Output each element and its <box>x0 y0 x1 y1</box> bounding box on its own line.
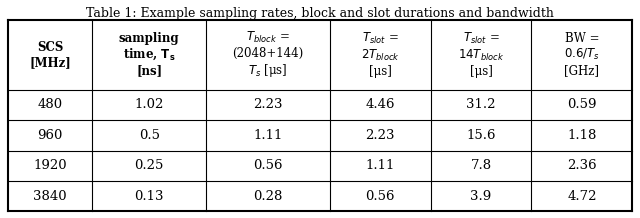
Text: 2.36: 2.36 <box>567 159 596 172</box>
Text: 1920: 1920 <box>33 159 67 172</box>
Text: 1.02: 1.02 <box>134 98 164 111</box>
Text: 0.13: 0.13 <box>134 190 164 203</box>
Text: 2.23: 2.23 <box>253 98 283 111</box>
Text: 0.28: 0.28 <box>253 190 283 203</box>
Text: 2.23: 2.23 <box>365 129 395 142</box>
Text: $T_{slot}$ =
$2T_{block}$
[μs]: $T_{slot}$ = $2T_{block}$ [μs] <box>361 31 399 78</box>
Text: 15.6: 15.6 <box>467 129 496 142</box>
Text: 0.25: 0.25 <box>134 159 164 172</box>
Text: $T_{block}$ =
(2048+144)
$T_s$ [μs]: $T_{block}$ = (2048+144) $T_s$ [μs] <box>232 30 303 79</box>
Text: 4.46: 4.46 <box>365 98 395 111</box>
Text: BW =
$0.6/T_s$
[GHz]: BW = $0.6/T_s$ [GHz] <box>564 32 600 77</box>
Text: 1.11: 1.11 <box>365 159 395 172</box>
Text: 1.11: 1.11 <box>253 129 283 142</box>
Text: sampling
time, $\mathbf{T_s}$
[ns]: sampling time, $\mathbf{T_s}$ [ns] <box>119 32 179 77</box>
Text: 4.72: 4.72 <box>567 190 596 203</box>
Text: 3840: 3840 <box>33 190 67 203</box>
Text: 1.18: 1.18 <box>567 129 596 142</box>
Text: 0.59: 0.59 <box>567 98 596 111</box>
Text: SCS
[MHz]: SCS [MHz] <box>29 41 71 69</box>
Text: 0.56: 0.56 <box>253 159 283 172</box>
Text: 960: 960 <box>37 129 63 142</box>
Text: 0.5: 0.5 <box>139 129 160 142</box>
Text: 0.56: 0.56 <box>365 190 395 203</box>
Text: 7.8: 7.8 <box>470 159 492 172</box>
Text: Table 1: Example sampling rates, block and slot durations and bandwidth: Table 1: Example sampling rates, block a… <box>86 7 554 20</box>
Text: 3.9: 3.9 <box>470 190 492 203</box>
Text: $T_{slot}$ =
$14T_{block}$
[μs]: $T_{slot}$ = $14T_{block}$ [μs] <box>458 31 504 78</box>
Text: 480: 480 <box>37 98 63 111</box>
Text: 31.2: 31.2 <box>467 98 496 111</box>
